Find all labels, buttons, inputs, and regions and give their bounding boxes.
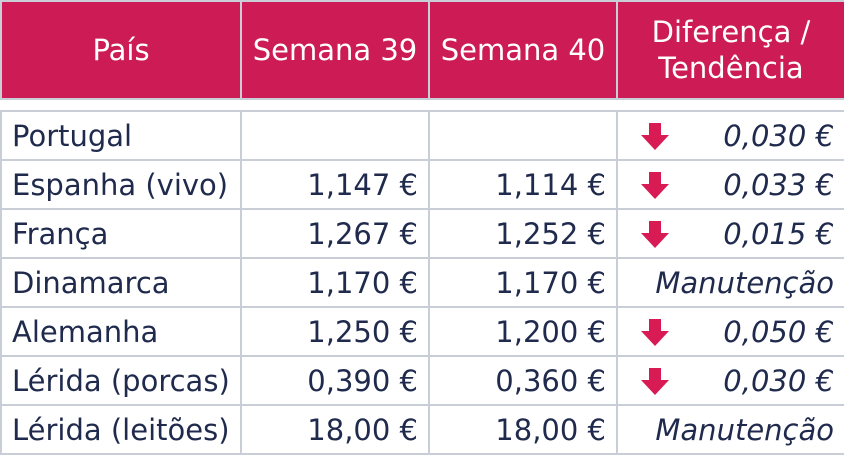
country-cell: Portugal: [0, 110, 242, 161]
header-row: País Semana 39 Semana 40 Diferença / Ten…: [0, 0, 844, 100]
trend-cell: 0,015 €: [616, 208, 844, 259]
week-39-cell: [240, 110, 430, 161]
arrow-down-icon: [641, 220, 669, 248]
trend-value: 0,033 €: [723, 167, 834, 202]
header-week-40: Semana 40: [428, 0, 618, 100]
week-39-cell: 0,390 €: [240, 355, 430, 406]
table-row: França 1,267 €1,252 € 0,015 €: [0, 208, 844, 259]
trend-value: Manutenção: [655, 265, 834, 300]
trend-cell: 0,030 €: [616, 110, 844, 161]
trend-cell: Manutenção: [616, 257, 844, 308]
country-cell: Lérida (leitões): [0, 404, 242, 455]
arrow-down-icon: [641, 318, 669, 346]
trend-cell: 0,030 €: [616, 355, 844, 406]
header-gap: [1, 99, 844, 111]
week-40-cell: 18,00 €: [428, 404, 618, 455]
trend-cell: 0,050 €: [616, 306, 844, 357]
week-40-cell: 1,114 €: [428, 159, 618, 210]
country-cell: Dinamarca: [0, 257, 242, 308]
week-39-cell: 1,170 €: [240, 257, 430, 308]
table-row: Lérida (porcas) 0,390 €0,360 € 0,030 €: [0, 355, 844, 406]
table-row: Portugal 0,030 €: [0, 110, 844, 161]
week-39-cell: 18,00 €: [240, 404, 430, 455]
week-39-cell: 1,267 €: [240, 208, 430, 259]
table-row: Lérida (leitões) 18,00 €18,00 € Manutenção: [0, 404, 844, 455]
table-row: Alemanha 1,250 €1,200 € 0,050 €: [0, 306, 844, 357]
trend-cell: 0,033 €: [616, 159, 844, 210]
week-40-cell: 1,200 €: [428, 306, 618, 357]
week-39-cell: 1,250 €: [240, 306, 430, 357]
trend-cell: Manutenção: [616, 404, 844, 455]
trend-value: Manutenção: [655, 412, 834, 447]
trend-value: 0,050 €: [723, 314, 834, 349]
header-country: País: [0, 0, 242, 100]
country-cell: Lérida (porcas): [0, 355, 242, 406]
arrow-down-icon: [641, 367, 669, 395]
week-40-cell: 0,360 €: [428, 355, 618, 406]
arrow-down-icon: [641, 171, 669, 199]
country-cell: Alemanha: [0, 306, 242, 357]
week-39-cell: 1,147 €: [240, 159, 430, 210]
trend-value: 0,030 €: [723, 363, 834, 398]
table-row: Dinamarca 1,170 €1,170 € Manutenção: [0, 257, 844, 308]
header-week-39: Semana 39: [240, 0, 430, 100]
table-row: Espanha (vivo) 1,147 €1,114 € 0,033 €: [0, 159, 844, 210]
trend-value: 0,030 €: [723, 118, 834, 153]
week-40-cell: 1,252 €: [428, 208, 618, 259]
header-difference-trend-text: Diferença / Tendência: [651, 14, 811, 85]
trend-value: 0,015 €: [723, 216, 834, 251]
header-difference-trend: Diferença / Tendência: [616, 0, 844, 100]
week-40-cell: [428, 110, 618, 161]
country-cell: França: [0, 208, 242, 259]
week-40-cell: 1,170 €: [428, 257, 618, 308]
country-cell: Espanha (vivo): [0, 159, 242, 210]
arrow-down-icon: [641, 122, 669, 150]
